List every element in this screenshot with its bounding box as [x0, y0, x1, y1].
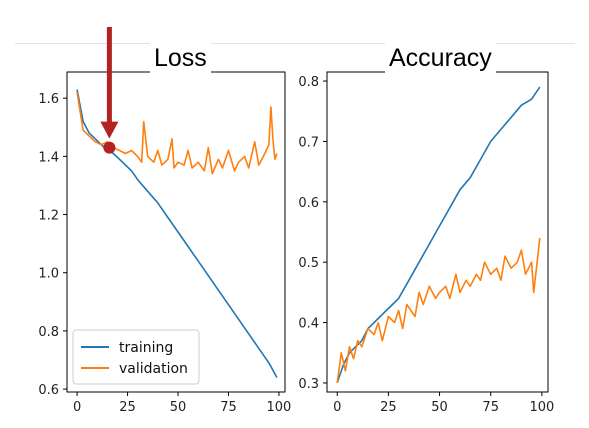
loss-x-tick-label: 75 — [220, 400, 237, 415]
accuracy-y-tick-label: 0.4 — [298, 317, 319, 332]
accuracy-y-tick-label: 0.6 — [298, 196, 319, 211]
loss-title: Loss — [150, 42, 211, 74]
accuracy-title: Accuracy — [385, 42, 496, 74]
loss-y-tick-label: 1.0 — [38, 267, 59, 282]
legend-validation-label: validation — [119, 361, 188, 377]
loss-x-tick-label: 25 — [119, 400, 136, 415]
loss-legend — [72, 329, 200, 385]
accuracy-y-tick-label: 0.5 — [298, 256, 319, 271]
accuracy-y-tick-label: 0.3 — [298, 377, 319, 392]
loss-y-tick-label: 1.6 — [38, 92, 59, 107]
accuracy-panel: 0 25 50 75 100 0.3 0.4 0.5 0.6 0.7 0.8 — [298, 71, 554, 415]
loss-y-tick-label: 0.8 — [38, 325, 59, 340]
accuracy-y-tick-label: 0.7 — [298, 135, 319, 150]
loss-validation-line — [76, 92, 278, 175]
accuracy-validation-line — [336, 237, 541, 384]
accuracy-training-line — [336, 86, 541, 384]
loss-x-tick-label: 0 — [73, 400, 81, 415]
annotation-point-marker — [103, 141, 116, 154]
loss-x-tick-label: 100 — [267, 400, 292, 415]
accuracy-y-tick-label: 0.8 — [298, 75, 319, 90]
loss-panel: 0 25 50 75 100 0.6 0.8 1.0 1.2 1.4 1.6 training vali… — [38, 27, 291, 415]
annotation-arrow-head — [100, 121, 119, 139]
accuracy-x-tick-label: 50 — [431, 400, 448, 415]
accuracy-x-tick-label: 0 — [333, 400, 341, 415]
accuracy-x-tick-label: 100 — [529, 400, 554, 415]
accuracy-x-tick-label: 75 — [482, 400, 499, 415]
loss-y-tick-label: 0.6 — [38, 383, 59, 398]
loss-y-tick-label: 1.2 — [38, 209, 59, 224]
legend-training-label: training — [119, 340, 173, 356]
loss-x-tick-label: 50 — [170, 400, 187, 415]
accuracy-x-tick-label: 25 — [380, 400, 397, 415]
loss-y-tick-label: 1.4 — [38, 150, 59, 165]
